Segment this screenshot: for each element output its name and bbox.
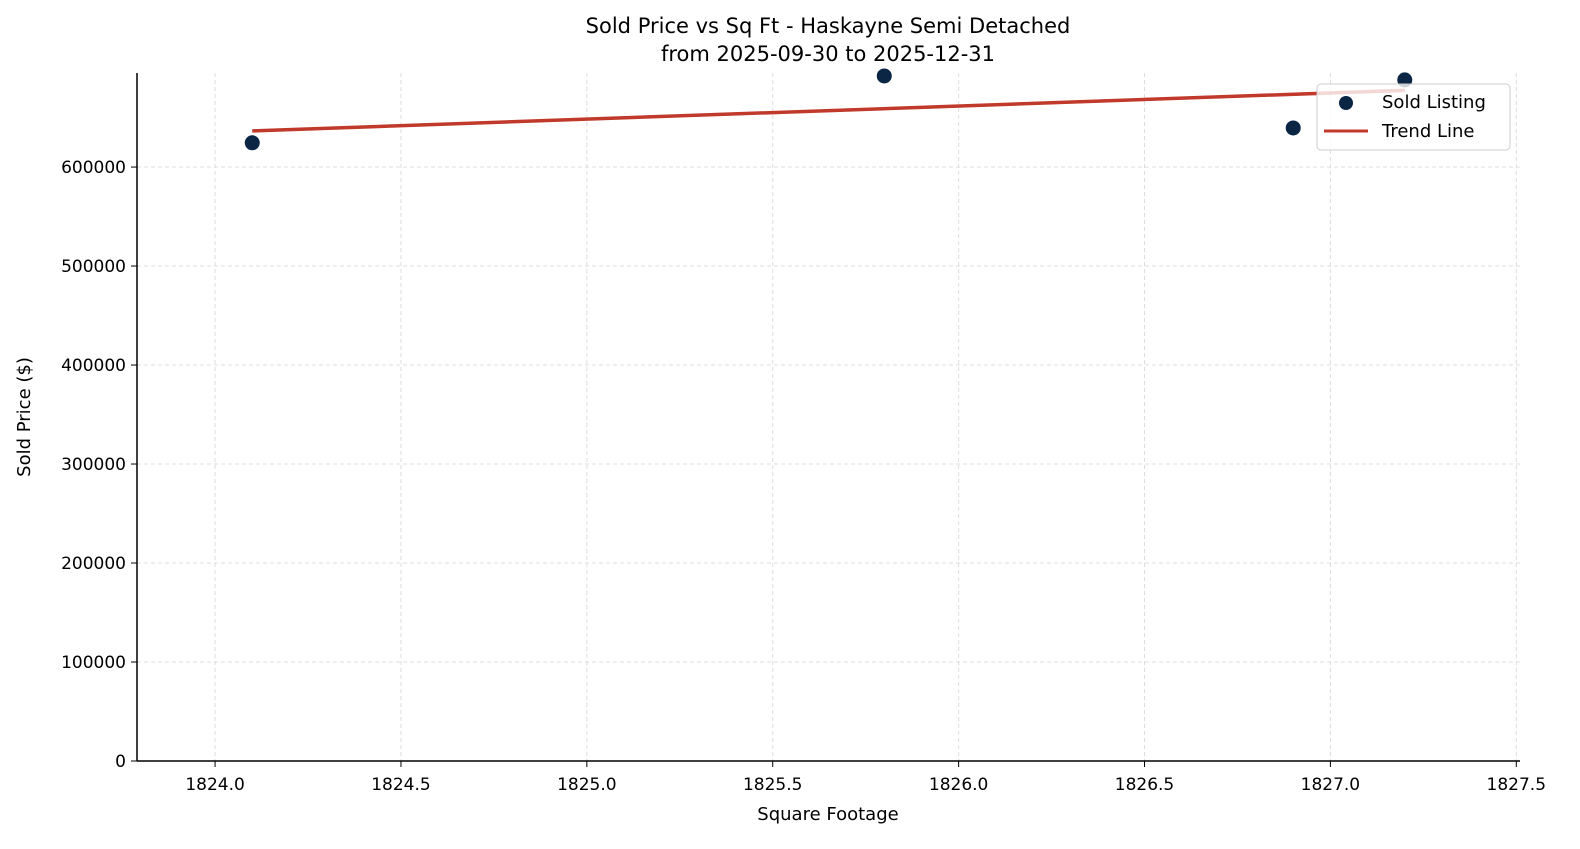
legend-marker-sold-listing (1339, 96, 1353, 110)
sold-listing-point (876, 68, 892, 84)
y-axis-label: Sold Price ($) (14, 357, 35, 477)
x-tick-label: 1827.5 (1487, 775, 1546, 795)
chart-subtitle: from 2025-09-30 to 2025-12-31 (661, 42, 995, 66)
x-tick-label: 1825.5 (743, 775, 802, 795)
x-tick-label: 1824.0 (185, 775, 244, 795)
y-tick-label: 0 (115, 752, 126, 772)
x-axis-label: Square Footage (757, 804, 898, 825)
legend: Sold Listing Trend Line (1316, 83, 1511, 151)
x-tick-label: 1827.0 (1301, 775, 1360, 795)
sold-listing-point (1285, 120, 1301, 136)
legend-label-trend-line: Trend Line (1381, 121, 1475, 142)
y-tick-label: 100000 (61, 653, 126, 673)
trend-line (252, 88, 1405, 133)
y-tick-label: 400000 (61, 356, 126, 376)
sold-listing-point (244, 135, 260, 151)
y-tick-label: 500000 (61, 257, 126, 277)
legend-label-sold-listing: Sold Listing (1382, 92, 1486, 113)
y-tick-label: 300000 (61, 455, 126, 475)
chart-title: Sold Price vs Sq Ft - Haskayne Semi Deta… (586, 14, 1071, 38)
x-tick-label: 1826.5 (1115, 775, 1174, 795)
x-tick-label: 1826.0 (929, 775, 988, 795)
x-tick-label: 1825.0 (557, 775, 616, 795)
y-tick-label: 200000 (61, 554, 126, 574)
y-tick-label: 600000 (61, 158, 126, 178)
x-tick-label: 1824.5 (371, 775, 430, 795)
